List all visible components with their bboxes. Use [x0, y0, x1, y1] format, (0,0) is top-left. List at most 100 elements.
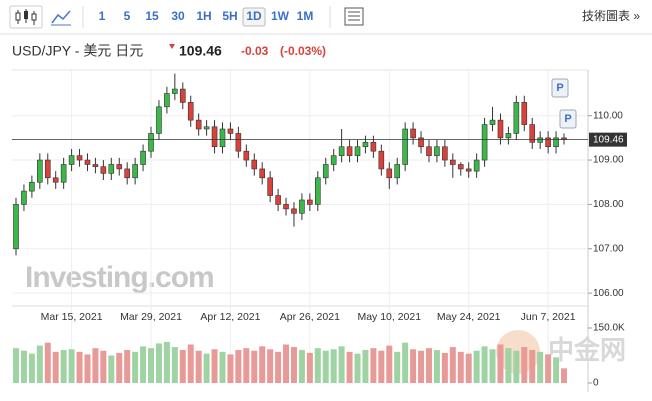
- volume-bar: [553, 357, 560, 383]
- down-arrow: [169, 44, 175, 49]
- interval-button[interactable]: 1W: [271, 9, 290, 23]
- line-icon[interactable]: [51, 10, 71, 26]
- annotation-box[interactable]: [559, 109, 577, 129]
- interval-button[interactable]: 30: [171, 9, 185, 23]
- volume-bar: [545, 354, 552, 383]
- settings-icon[interactable]: [344, 7, 364, 26]
- x-tick-label: Apr 12, 2021: [200, 311, 260, 323]
- candle-body: [187, 102, 194, 121]
- instrument-title: USD/JPY - 美元 日元: [12, 43, 143, 59]
- candle-body: [465, 168, 472, 172]
- interval-button[interactable]: 5H: [222, 9, 237, 23]
- volume-bar: [489, 349, 496, 383]
- candle-body: [92, 164, 99, 168]
- volume-bar: [386, 345, 393, 383]
- volume-bar: [195, 350, 202, 383]
- candle-body: [537, 137, 543, 143]
- interval-button[interactable]: 1D: [246, 9, 262, 23]
- candle-body: [275, 195, 281, 205]
- volume-bar: [481, 346, 488, 383]
- icon-line[interactable]: [51, 10, 71, 24]
- candle-body: [148, 133, 154, 152]
- candle-body: [354, 146, 361, 156]
- x-tick-label: Jun 7, 2021: [521, 311, 576, 323]
- candle-body: [132, 164, 138, 179]
- volume-bar: [362, 350, 369, 383]
- x-tick-label: May 10, 2021: [357, 311, 421, 323]
- volume-bar: [275, 351, 282, 383]
- volume-bar: [346, 351, 353, 383]
- volume-bar: [314, 348, 321, 383]
- interval-button[interactable]: 1: [99, 9, 106, 23]
- volume-bar: [60, 350, 67, 383]
- x-tick-label: Mar 15, 2021: [41, 311, 103, 323]
- chart-link[interactable]: 技術圖表 »: [582, 9, 640, 23]
- candle-body: [179, 88, 186, 103]
- candle-icon[interactable]: [9, 5, 43, 29]
- candle-body: [457, 164, 464, 170]
- volume-bar: [338, 346, 345, 383]
- volume-bar: [187, 344, 194, 383]
- annotation-box[interactable]: [551, 78, 569, 98]
- candle-body: [330, 155, 337, 165]
- volume-bar: [521, 347, 528, 383]
- interval-button[interactable]: 1M: [297, 9, 314, 23]
- volume-bar: [76, 351, 83, 383]
- candle-body: [314, 177, 321, 205]
- y-tick-label: 108.00: [593, 199, 624, 210]
- candle-body: [322, 164, 329, 179]
- volume-bar: [298, 350, 305, 383]
- candle-body: [156, 106, 162, 134]
- candle-body: [84, 159, 91, 165]
- interval-button[interactable]: 15: [145, 9, 159, 23]
- volume-bar: [497, 344, 504, 383]
- candle-body: [545, 137, 551, 148]
- candle-body: [481, 124, 488, 161]
- volume-bar: [211, 349, 218, 383]
- active-interval-box[interactable]: [242, 7, 266, 27]
- annotation[interactable]: P: [556, 82, 563, 94]
- volume-bar: [68, 349, 75, 383]
- volume-bar: [433, 350, 440, 383]
- volume-bar: [203, 353, 210, 383]
- volume-bar: [124, 350, 131, 383]
- volume-bar: [140, 346, 147, 383]
- candle-body: [346, 146, 353, 156]
- annotation[interactable]: P: [564, 113, 571, 125]
- candle-body: [521, 102, 528, 125]
- candle-body: [418, 137, 424, 148]
- candle-body: [68, 155, 75, 165]
- candle-body: [219, 128, 226, 148]
- interval-button[interactable]: 5: [124, 9, 131, 23]
- volume-bar: [44, 342, 51, 383]
- volume-bar: [251, 350, 258, 383]
- volume-bar: [410, 349, 417, 383]
- candle-body: [251, 159, 258, 170]
- candle-body: [283, 204, 289, 210]
- candle-body: [394, 164, 401, 179]
- candle-body: [52, 177, 59, 183]
- candle-body: [497, 119, 504, 139]
- candle-body: [76, 155, 83, 161]
- candle-body: [211, 126, 218, 148]
- candle-body: [172, 88, 178, 94]
- candle-body: [227, 128, 234, 134]
- candle-body: [195, 119, 202, 130]
- volume-bar: [227, 354, 234, 383]
- candle-body: [386, 168, 393, 179]
- volume-bar: [179, 350, 186, 383]
- x-tick-label: Apr 26, 2021: [280, 311, 340, 323]
- volume-bar: [465, 353, 472, 383]
- volume-bar: [28, 353, 35, 383]
- volume-bar: [306, 352, 313, 383]
- candle-body: [553, 137, 559, 148]
- volume-bar: [235, 350, 242, 383]
- icon-body: [24, 11, 28, 19]
- candle-body: [489, 119, 496, 125]
- candle-body: [21, 190, 27, 205]
- volume-bar: [219, 351, 226, 383]
- candle-body: [124, 168, 130, 179]
- interval-button[interactable]: 1H: [196, 9, 211, 23]
- price-change-percent: (-0.03%): [280, 44, 326, 58]
